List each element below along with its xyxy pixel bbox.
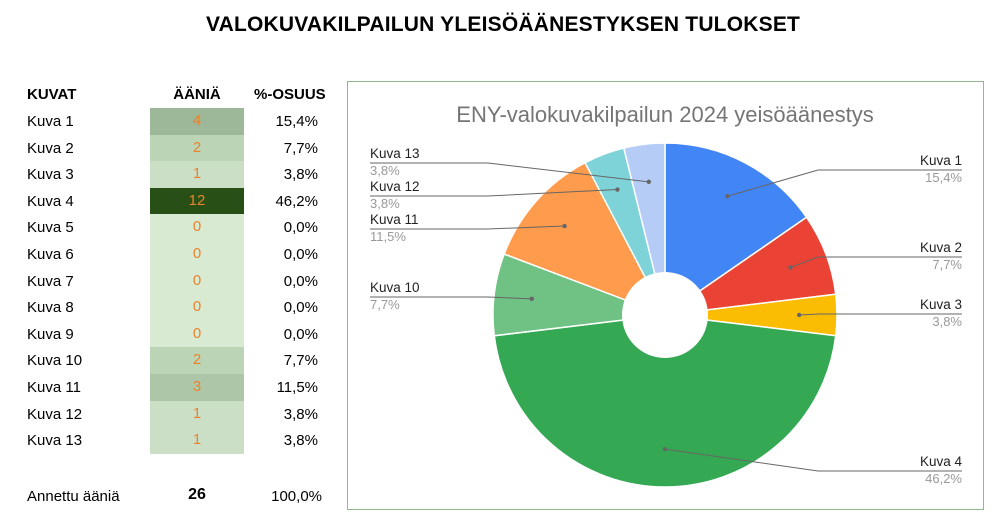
page-title: VALOKUVAKILPAILUN YLEISÖÄÄNESTYKSEN TULO… bbox=[205, 13, 801, 36]
leader-line bbox=[664, 448, 962, 472]
leader-dot bbox=[788, 265, 793, 270]
table-row: Kuva 7 0 0,0% bbox=[0, 267, 340, 295]
donut-hole bbox=[622, 272, 708, 358]
leader-line bbox=[370, 296, 532, 300]
column-header-images: KUVAT bbox=[27, 86, 77, 103]
slice-label: Kuva 11 bbox=[370, 212, 419, 227]
percent-cell: 0,0% bbox=[283, 219, 318, 237]
slice-percent-label: 7,7% bbox=[370, 297, 400, 312]
votes-cell: 0 bbox=[150, 267, 244, 295]
table-row: Kuva 9 0 0,0% bbox=[0, 320, 340, 348]
votes-cell: 2 bbox=[150, 347, 244, 374]
pie-chart-panel: ENY-valokuvakilpailun 2024 yeisöäänestys… bbox=[347, 81, 984, 510]
image-name-cell: Kuva 4 bbox=[27, 192, 74, 210]
table-row: Kuva 1 4 15,4% bbox=[0, 108, 340, 135]
pie-slice bbox=[503, 161, 667, 317]
column-header-percent: %-OSUUS bbox=[254, 86, 326, 103]
image-name-cell: Kuva 3 bbox=[27, 166, 74, 184]
leader-line bbox=[790, 256, 962, 268]
leader-dot bbox=[796, 312, 802, 318]
image-name-cell: Kuva 8 bbox=[27, 299, 74, 317]
leader-dot bbox=[562, 223, 567, 229]
votes-cell: 0 bbox=[150, 214, 244, 241]
percent-cell: 3,8% bbox=[283, 432, 318, 450]
leader-line bbox=[727, 169, 962, 197]
slice-percent-label: 3,8% bbox=[370, 163, 400, 178]
slice-label: Kuva 10 bbox=[370, 280, 420, 295]
image-name-cell: Kuva 10 bbox=[27, 352, 83, 370]
image-name-cell: Kuva 7 bbox=[27, 272, 74, 290]
percent-cell: 46,2% bbox=[275, 192, 318, 210]
votes-cell: 12 bbox=[150, 187, 244, 215]
image-name-cell: Kuva 5 bbox=[27, 219, 74, 237]
table-row: Kuva 4 12 46,2% bbox=[0, 187, 340, 215]
table-row: Kuva 8 0 0,0% bbox=[0, 294, 340, 321]
leader-dot bbox=[615, 187, 620, 192]
leader-line bbox=[799, 313, 962, 316]
votes-cell: 0 bbox=[150, 241, 244, 268]
image-name-cell: Kuva 2 bbox=[27, 139, 74, 157]
slice-label: Kuva 2 bbox=[920, 240, 962, 255]
table-row: Kuva 2 2 7,7% bbox=[0, 134, 340, 162]
pie-chart: ENY-valokuvakilpailun 2024 yeisöäänestys… bbox=[370, 102, 963, 488]
leader-line bbox=[370, 162, 649, 183]
slice-percent-label: 11,5% bbox=[370, 229, 406, 244]
percent-cell: 11,5% bbox=[276, 379, 318, 396]
total-percent: 100,0% bbox=[271, 488, 322, 505]
votes-cell: 0 bbox=[150, 320, 244, 348]
pie-slice bbox=[622, 142, 666, 316]
slice-label: Kuva 1 bbox=[920, 153, 962, 168]
slice-label: Kuva 3 bbox=[920, 297, 962, 312]
votes-cell: 4 bbox=[150, 108, 244, 135]
percent-cell: 3,8% bbox=[283, 166, 318, 184]
pie-slice bbox=[493, 314, 837, 488]
image-name-cell: Kuva 1 bbox=[27, 113, 74, 130]
leader-line bbox=[370, 189, 618, 197]
votes-cell: 3 bbox=[150, 374, 244, 401]
table-row: Kuva 5 0 0,0% bbox=[0, 214, 340, 241]
chart-title: ENY-valokuvakilpailun 2024 yeisöäänestys bbox=[456, 102, 873, 127]
votes-cell: 1 bbox=[150, 427, 244, 454]
slice-label: Kuva 4 bbox=[920, 454, 963, 469]
image-name-cell: Kuva 6 bbox=[27, 246, 74, 263]
leader-dot bbox=[529, 296, 535, 302]
percent-cell: 0,0% bbox=[283, 299, 318, 317]
slice-percent-label: 7,7% bbox=[932, 257, 962, 272]
slice-label: Kuva 12 bbox=[370, 179, 420, 194]
slice-percent-label: 46,2% bbox=[925, 471, 962, 486]
table-row: Kuva 6 0 0,0% bbox=[0, 241, 340, 268]
votes-cell: 0 bbox=[150, 294, 244, 321]
image-name-cell: Kuva 11 bbox=[27, 379, 81, 396]
slice-percent-label: 15,4% bbox=[925, 170, 962, 185]
leader-dot bbox=[725, 194, 730, 199]
pie-slice bbox=[664, 142, 808, 317]
table-row: Kuva 10 2 7,7% bbox=[0, 347, 340, 374]
percent-cell: 7,7% bbox=[283, 352, 318, 370]
percent-cell: 0,0% bbox=[283, 246, 318, 263]
column-header-votes: ÄÄNIÄ bbox=[173, 86, 221, 103]
leader-dot bbox=[646, 179, 652, 185]
votes-cell: 2 bbox=[150, 134, 244, 162]
slice-percent-label: 3,8% bbox=[932, 314, 962, 329]
slice-label: Kuva 13 bbox=[370, 146, 420, 161]
votes-cell: 1 bbox=[150, 400, 244, 428]
image-name-cell: Kuva 9 bbox=[27, 325, 74, 343]
total-votes: 26 bbox=[188, 486, 206, 503]
percent-cell: 7,7% bbox=[283, 139, 318, 157]
leader-dot bbox=[662, 446, 668, 452]
percent-cell: 15,4% bbox=[275, 113, 318, 130]
image-name-cell: Kuva 13 bbox=[27, 432, 83, 450]
percent-cell: 0,0% bbox=[283, 325, 318, 343]
table-row: Kuva 12 1 3,8% bbox=[0, 400, 340, 428]
leader-line bbox=[370, 225, 565, 230]
votes-cell: 1 bbox=[150, 161, 244, 188]
percent-cell: 0,0% bbox=[283, 272, 318, 290]
image-name-cell: Kuva 12 bbox=[27, 405, 83, 423]
total-label: Annettu ääniä bbox=[27, 488, 120, 505]
table-row: Kuva 11 3 11,5% bbox=[0, 374, 340, 401]
slice-percent-label: 3,8% bbox=[370, 196, 400, 211]
table-row: Kuva 3 1 3,8% bbox=[0, 161, 340, 188]
percent-cell: 3,8% bbox=[283, 405, 318, 423]
table-row: Kuva 13 1 3,8% bbox=[0, 427, 340, 454]
